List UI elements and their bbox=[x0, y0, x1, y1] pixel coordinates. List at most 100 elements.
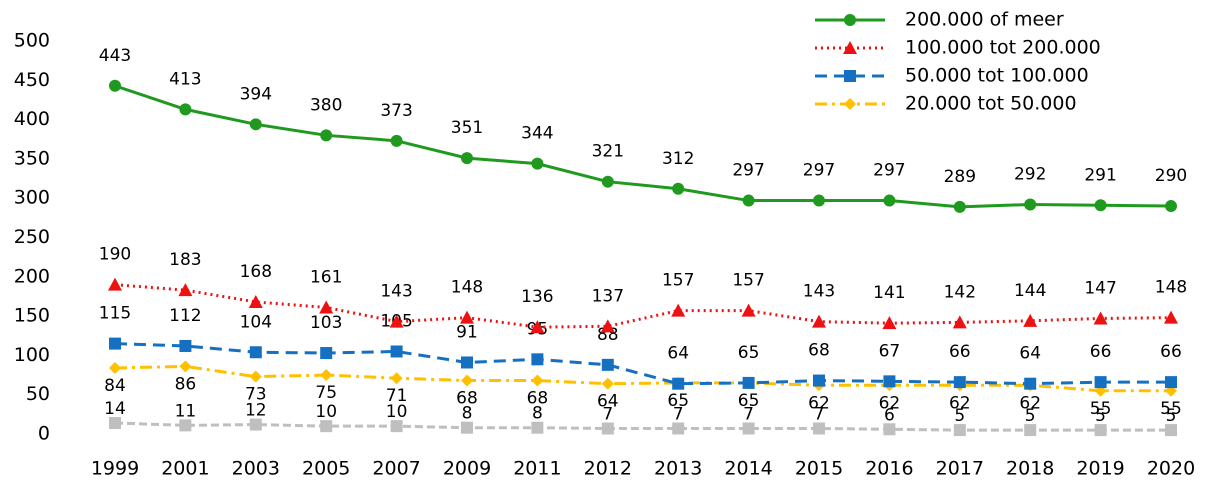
data-label: 68 bbox=[456, 389, 478, 409]
marker bbox=[461, 356, 473, 369]
marker bbox=[390, 372, 403, 385]
marker bbox=[671, 303, 686, 317]
data-label: 394 bbox=[240, 84, 272, 104]
marker bbox=[390, 134, 403, 147]
x-tick-label: 2019 bbox=[1076, 458, 1124, 480]
marker bbox=[1164, 310, 1178, 324]
series: 443 413 394 380 373 351 344 321 312 297 297 297 289 2… bbox=[99, 46, 1187, 213]
data-label: 64 bbox=[667, 344, 689, 364]
marker bbox=[882, 316, 897, 330]
marker bbox=[1165, 424, 1177, 437]
y-tick-label: 350 bbox=[14, 147, 50, 169]
x-tick-label: 2013 bbox=[654, 458, 702, 480]
data-label: 11 bbox=[175, 401, 197, 421]
marker bbox=[108, 277, 122, 291]
y-tick-label: 50 bbox=[26, 383, 50, 405]
data-label: 115 bbox=[99, 304, 131, 324]
data-label: 297 bbox=[732, 161, 764, 181]
marker bbox=[953, 376, 966, 389]
marker bbox=[1024, 198, 1037, 211]
data-label: 103 bbox=[310, 313, 342, 333]
data-label: 55 bbox=[1090, 399, 1112, 419]
data-label: 312 bbox=[662, 149, 694, 169]
marker bbox=[1023, 313, 1038, 327]
data-label: 62 bbox=[879, 393, 901, 413]
marker bbox=[531, 374, 544, 387]
data-label: 7 bbox=[743, 404, 754, 424]
x-tick-label: 2016 bbox=[865, 458, 913, 480]
data-label: 291 bbox=[1084, 165, 1116, 185]
marker bbox=[1094, 424, 1107, 437]
marker bbox=[741, 303, 756, 317]
data-label: 413 bbox=[169, 69, 201, 89]
marker bbox=[600, 319, 615, 333]
data-label: 75 bbox=[315, 383, 337, 403]
marker bbox=[179, 103, 192, 116]
data-label: 141 bbox=[873, 283, 905, 303]
data-label: 66 bbox=[1090, 342, 1112, 362]
marker bbox=[883, 423, 896, 436]
data-label: 147 bbox=[1084, 278, 1116, 298]
marker bbox=[813, 422, 825, 435]
data-label: 66 bbox=[949, 342, 971, 362]
data-label: 136 bbox=[521, 287, 553, 307]
y-tick-label: 450 bbox=[14, 69, 50, 91]
data-label: 112 bbox=[169, 306, 201, 326]
data-label: 290 bbox=[1155, 166, 1187, 186]
marker bbox=[1094, 376, 1107, 389]
marker bbox=[812, 314, 826, 328]
x-tick-label: 2012 bbox=[584, 458, 632, 480]
data-label: 5 bbox=[1095, 406, 1106, 426]
series-line bbox=[114, 364, 1171, 393]
data-label: 73 bbox=[245, 385, 267, 405]
data-label: 380 bbox=[310, 95, 342, 115]
marker bbox=[742, 376, 755, 389]
x-tick-label: 2015 bbox=[795, 458, 843, 480]
marker bbox=[320, 347, 333, 360]
data-label: 10 bbox=[386, 402, 408, 422]
marker bbox=[601, 175, 614, 188]
data-label: 5 bbox=[1025, 406, 1036, 426]
x-tick-label: 2017 bbox=[936, 458, 984, 480]
legend-label: 200.000 of meer bbox=[905, 9, 1064, 31]
data-label: 62 bbox=[949, 393, 971, 413]
data-label: 321 bbox=[592, 142, 624, 162]
y-tick-label: 400 bbox=[14, 108, 50, 130]
marker bbox=[601, 358, 614, 371]
marker bbox=[530, 320, 545, 334]
marker bbox=[843, 41, 857, 54]
data-label: 65 bbox=[667, 391, 689, 411]
marker bbox=[249, 118, 262, 131]
marker bbox=[844, 98, 856, 110]
marker bbox=[249, 370, 262, 383]
marker bbox=[742, 422, 755, 435]
data-label: 373 bbox=[380, 101, 412, 121]
data-label: 297 bbox=[803, 161, 835, 181]
marker bbox=[1024, 377, 1037, 390]
marker bbox=[319, 300, 334, 314]
data-label: 62 bbox=[808, 393, 830, 413]
data-label: 12 bbox=[245, 401, 267, 421]
x-tick-label: 2014 bbox=[724, 458, 772, 480]
data-label: 64 bbox=[1019, 344, 1041, 364]
data-label: 66 bbox=[1160, 342, 1182, 362]
data-label: 104 bbox=[240, 312, 272, 332]
data-label: 65 bbox=[738, 343, 760, 363]
x-tick-label: 2018 bbox=[1006, 458, 1054, 480]
data-label: 190 bbox=[99, 245, 131, 265]
data-label: 84 bbox=[104, 376, 126, 396]
series: 1151121041031059195886465686766646666 bbox=[99, 304, 1182, 390]
y-tick-label: 0 bbox=[38, 423, 50, 445]
data-label: 143 bbox=[803, 282, 835, 302]
marker bbox=[1094, 199, 1107, 212]
data-label: 71 bbox=[386, 386, 408, 406]
marker bbox=[672, 377, 685, 390]
marker bbox=[320, 420, 333, 433]
marker bbox=[742, 194, 755, 207]
data-label: 5 bbox=[1166, 406, 1177, 426]
data-label: 148 bbox=[451, 278, 483, 298]
x-tick-label: 2020 bbox=[1147, 458, 1195, 480]
marker bbox=[109, 416, 121, 429]
data-label: 86 bbox=[175, 374, 197, 394]
data-label: 64 bbox=[597, 392, 619, 412]
